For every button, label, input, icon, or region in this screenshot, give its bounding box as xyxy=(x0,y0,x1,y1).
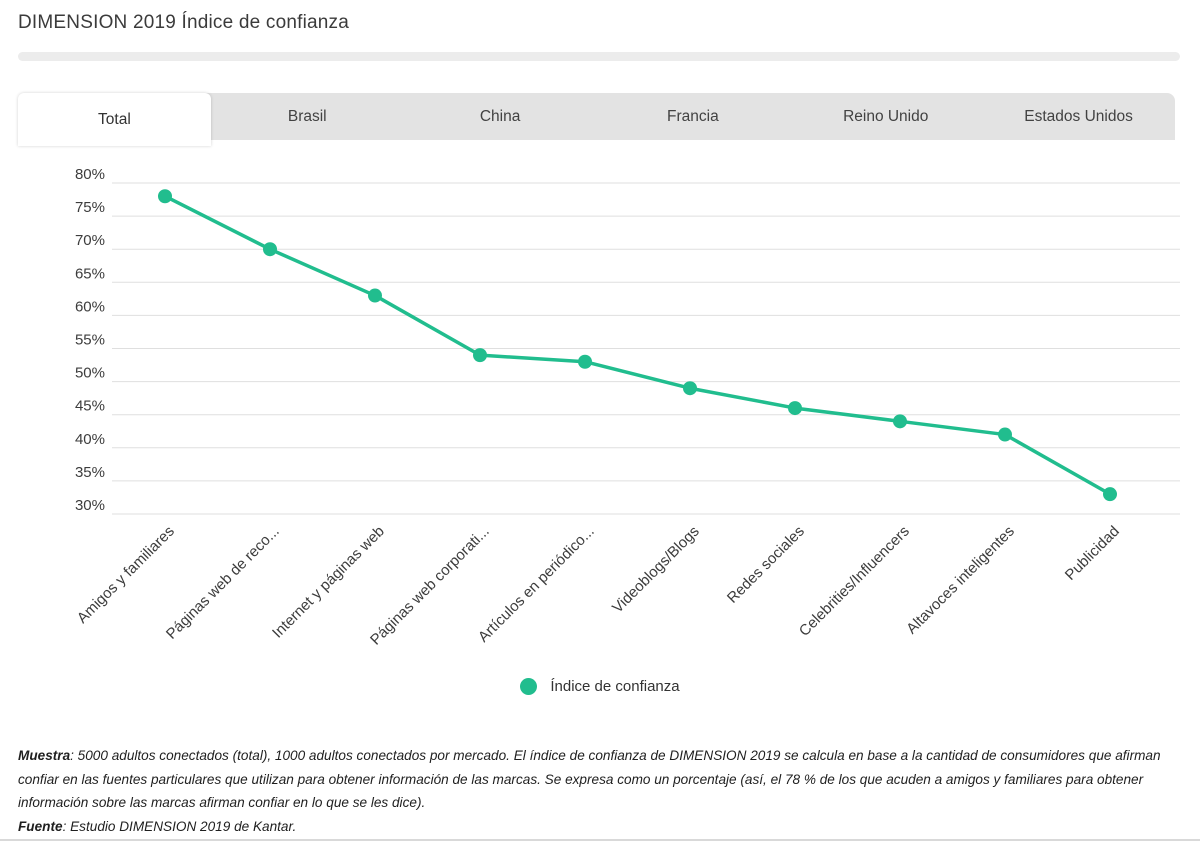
fuente-label: Fuente xyxy=(18,818,63,834)
y-tick-label: 60% xyxy=(75,298,105,315)
fuente-note: Fuente: Estudio DIMENSION 2019 de Kantar… xyxy=(18,815,1188,839)
trust-line-chart-svg: 80% 75% 70% 65% 60% 55% 50% 45% 40% 35% 30% Amigos … xyxy=(74,166,1180,649)
legend-series-dot-icon xyxy=(520,678,538,695)
x-category-label: Redes sociales xyxy=(724,523,808,607)
y-tick-label: 30% xyxy=(75,497,105,514)
chart-legend[interactable]: Índice de confianza xyxy=(0,678,1200,695)
data-point xyxy=(473,348,487,363)
data-point xyxy=(683,381,697,396)
tab-brasil[interactable]: Brasil xyxy=(287,107,327,125)
data-point xyxy=(368,288,382,303)
legend-series-label: Índice de confianza xyxy=(550,678,680,695)
muestra-label: Muestra xyxy=(18,748,71,763)
y-tick-label: 55% xyxy=(75,332,105,349)
y-tick-label: 65% xyxy=(75,265,105,282)
y-tick-label: 70% xyxy=(75,232,105,249)
trust-index-chart: 80% 75% 70% 65% 60% 55% 50% 45% 40% 35% 30% Amigos … xyxy=(18,150,1182,660)
muestra-text: : 5000 adultos conectados (total), 1000 … xyxy=(18,748,1161,810)
y-tick-label: 35% xyxy=(75,464,105,481)
data-point xyxy=(158,189,172,204)
data-point xyxy=(578,354,592,369)
tab-china[interactable]: China xyxy=(479,107,521,125)
data-point xyxy=(998,427,1012,442)
x-category-label: Celebrities/Influencers xyxy=(796,523,913,640)
title-divider xyxy=(18,52,1180,61)
x-category-label: Videoblogs/Blogs xyxy=(609,523,703,617)
y-tick-label: 80% xyxy=(75,166,105,183)
y-tick-label: 40% xyxy=(75,431,105,448)
data-point xyxy=(788,401,802,416)
y-tick-label: 75% xyxy=(75,199,105,216)
data-point xyxy=(893,414,907,429)
x-category-label: Altavoces inteligentes xyxy=(903,523,1018,638)
muestra-note: Muestra: 5000 adultos conectados (total)… xyxy=(18,744,1188,815)
tab-reino-unido[interactable]: Reino Unido xyxy=(843,107,929,125)
fuente-text: : Estudio DIMENSION 2019 de Kantar. xyxy=(62,818,297,834)
tab-total[interactable]: Total xyxy=(18,93,211,146)
x-category-label: Publicidad xyxy=(1062,523,1123,584)
y-tick-label: 50% xyxy=(75,365,105,382)
x-category-label: Amigos y familiares xyxy=(74,523,178,627)
country-tabbar: Total Brasil China Francia Reino Unido E… xyxy=(18,93,1175,146)
x-category-label: Páginas web de reco... xyxy=(163,523,283,643)
x-category-label: Artículos en periódico... xyxy=(475,523,598,646)
data-point xyxy=(263,242,277,257)
trend-line xyxy=(163,194,1112,496)
chart-footnotes: Muestra: 5000 adultos conectados (total)… xyxy=(18,744,1188,838)
data-point xyxy=(1103,487,1117,502)
y-tick-label: 45% xyxy=(75,398,105,415)
tab-francia[interactable]: Francia xyxy=(667,107,719,125)
page-title: DIMENSION 2019 Índice de confianza xyxy=(18,12,350,33)
x-category-label: Páginas web corporati... xyxy=(367,523,493,649)
bottom-divider xyxy=(0,839,1200,841)
tab-estados-unidos[interactable]: Estados Unidos xyxy=(1024,107,1133,125)
x-category-label: Internet y páginas web xyxy=(269,523,388,642)
